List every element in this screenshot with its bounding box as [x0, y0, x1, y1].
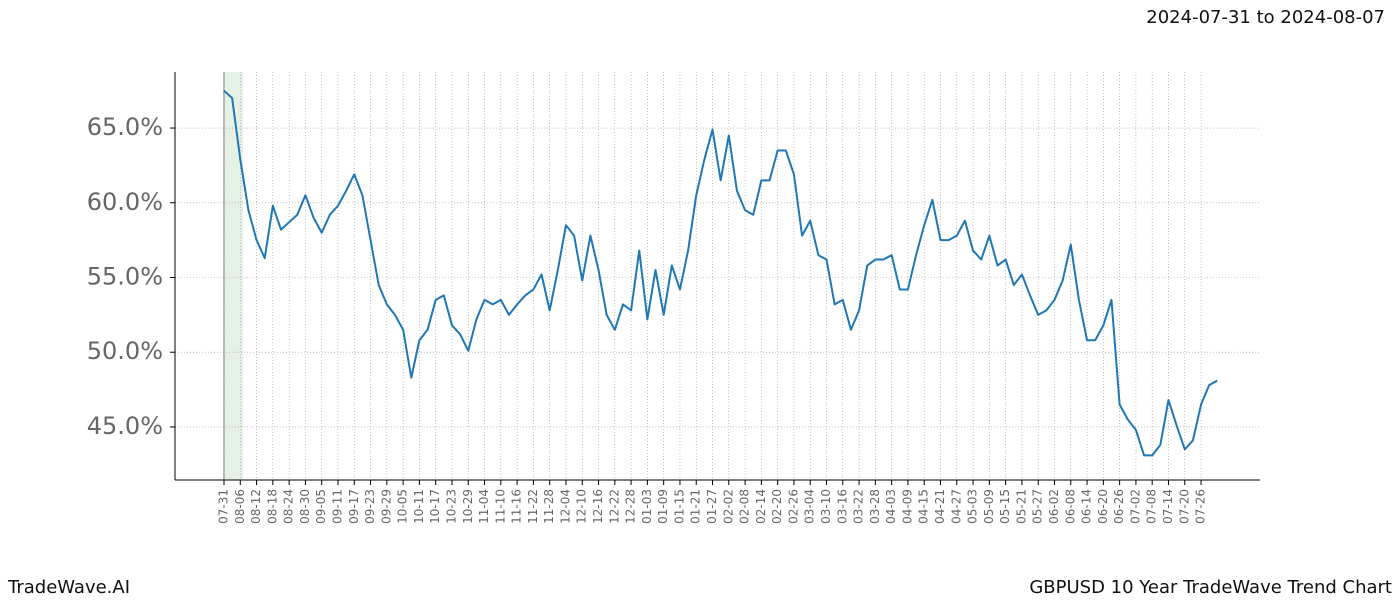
- x-tick-label: 11-22: [526, 489, 540, 524]
- x-tick-label: 08-24: [282, 489, 296, 524]
- x-tick-label: 06-26: [1112, 489, 1126, 524]
- price-line: [223, 89, 1218, 457]
- x-tick-label: 04-27: [949, 489, 963, 524]
- x-tick-label: 02-02: [721, 489, 735, 524]
- x-tick-label: 07-14: [1161, 489, 1175, 524]
- x-tick-label: 07-20: [1177, 489, 1191, 524]
- x-tick-label: 02-26: [786, 489, 800, 524]
- highlight-span: [224, 72, 243, 480]
- x-tick-label: 04-03: [884, 489, 898, 524]
- x-tick-label: 03-10: [819, 489, 833, 524]
- x-tick-label: 01-15: [672, 489, 686, 524]
- x-tick-label: 06-08: [1063, 489, 1077, 524]
- x-tick-label: 03-22: [852, 489, 866, 524]
- x-tick-label: 08-12: [249, 489, 263, 524]
- x-tick-label: 07-31: [217, 489, 231, 524]
- x-tick-label: 12-16: [591, 489, 605, 524]
- date-range: 2024-07-31 to 2024-08-07: [1146, 7, 1385, 28]
- y-tick-label: 45.0%: [87, 412, 163, 440]
- x-tick-label: 01-09: [656, 489, 670, 524]
- x-tick-label: 09-17: [347, 489, 361, 524]
- x-tick-label: 03-16: [835, 489, 849, 524]
- x-tick-label: 02-14: [754, 489, 768, 524]
- x-tick-label: 10-11: [412, 489, 426, 524]
- x-tick-label: 05-15: [998, 489, 1012, 524]
- x-tick-label: 07-26: [1194, 489, 1208, 524]
- x-tick-label: 05-21: [1014, 489, 1028, 524]
- x-tick-label: 04-15: [917, 489, 931, 524]
- x-tick-label: 11-04: [477, 489, 491, 524]
- y-tick-label: 65.0%: [87, 113, 163, 141]
- x-tick-label: 01-21: [689, 489, 703, 524]
- x-tick-label: 02-08: [738, 489, 752, 524]
- x-tick-label: 09-23: [363, 489, 377, 524]
- x-tick-label: 08-06: [233, 489, 247, 524]
- x-tick-label: 01-03: [640, 489, 654, 524]
- y-tick-label: 60.0%: [87, 188, 163, 216]
- y-tick-label: 55.0%: [87, 262, 163, 290]
- x-tick-label: 09-05: [314, 489, 328, 524]
- x-tick-label: 05-09: [982, 489, 996, 524]
- x-tick-label: 10-23: [444, 489, 458, 524]
- x-tick-label: 05-27: [1031, 489, 1045, 524]
- x-tick-label: 11-16: [510, 489, 524, 524]
- footer-right: GBPUSD 10 Year TradeWave Trend Chart: [1029, 577, 1392, 598]
- x-tick-label: 12-28: [624, 489, 638, 524]
- x-tick-label: 10-29: [461, 489, 475, 524]
- y-tick-label: 50.0%: [87, 337, 163, 365]
- x-tick-label: 04-09: [900, 489, 914, 524]
- footer-left: TradeWave.AI: [7, 577, 130, 598]
- x-tick-label: 12-22: [607, 489, 621, 524]
- x-tick-label: 11-28: [542, 489, 556, 524]
- x-tick-label: 01-27: [705, 489, 719, 524]
- x-tick-label: 05-03: [966, 489, 980, 524]
- x-tick-label: 11-10: [493, 489, 507, 524]
- x-tick-label: 10-17: [428, 489, 442, 524]
- x-tick-label: 08-30: [298, 489, 312, 524]
- x-tick-label: 06-20: [1096, 489, 1110, 524]
- x-tick-label: 12-04: [558, 489, 572, 524]
- x-tick-label: 06-14: [1080, 489, 1094, 524]
- x-tick-label: 07-08: [1145, 489, 1159, 524]
- x-tick-label: 12-10: [575, 489, 589, 524]
- x-tick-label: 02-20: [770, 489, 784, 524]
- x-tick-label: 09-29: [379, 489, 393, 524]
- x-tick-label: 04-21: [933, 489, 947, 524]
- x-tick-label: 10-05: [396, 489, 410, 524]
- x-tick-label: 03-04: [803, 489, 817, 524]
- x-tick-label: 08-18: [265, 489, 279, 524]
- x-tick-label: 07-02: [1128, 489, 1142, 524]
- x-tick-label: 03-28: [868, 489, 882, 524]
- x-tick-label: 09-11: [330, 489, 344, 524]
- x-tick-label: 06-02: [1047, 489, 1061, 524]
